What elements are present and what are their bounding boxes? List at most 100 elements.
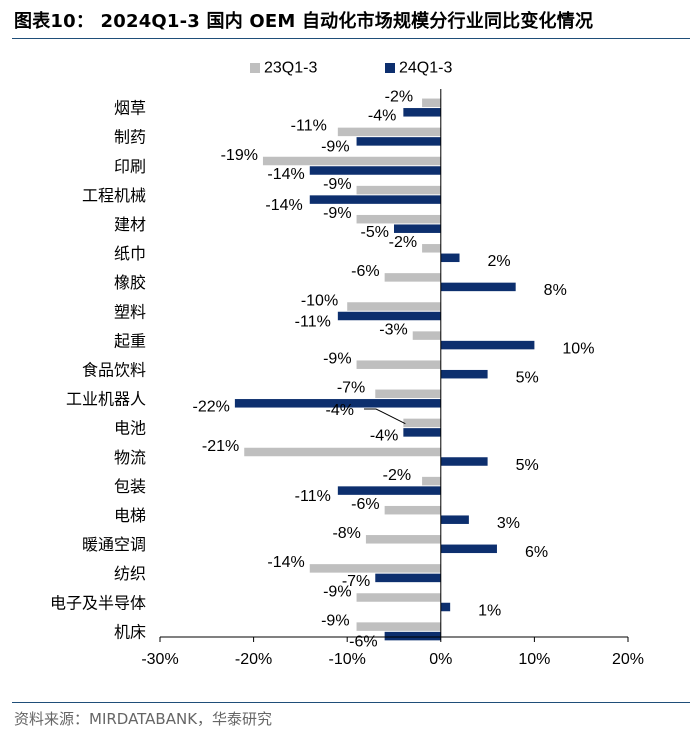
bar-s2-18: [440, 602, 451, 612]
data-label-s1-1: -2%: [385, 89, 413, 106]
bar-s2-5: [394, 224, 441, 233]
data-label-s2-3: -14%: [267, 166, 304, 183]
bar-s2-16: [440, 544, 497, 554]
data-label-s1-6: -2%: [389, 234, 417, 251]
data-label-s2-10: 5%: [516, 369, 539, 386]
data-label-s1-8: -10%: [301, 292, 338, 309]
bar-s2-10: [440, 369, 488, 379]
bar-s1-3: [262, 156, 441, 166]
bar-s2-4: [309, 195, 441, 204]
legend-label-2: 24Q1-3: [399, 60, 452, 77]
data-label-s1-10: -9%: [323, 350, 351, 367]
leader-line: [364, 408, 406, 425]
data-label-s2-19: -6%: [349, 633, 377, 650]
data-label-s2-12: -4%: [370, 428, 398, 445]
data-label-s1-12: -4%: [326, 402, 354, 419]
bar-s2-7: [440, 282, 516, 292]
data-label-s1-3: -19%: [221, 147, 258, 164]
data-label-s1-4: -9%: [323, 176, 351, 193]
data-label-s1-18: -9%: [323, 583, 351, 600]
bar-s1-18: [356, 593, 441, 602]
bar-s2-12: [403, 428, 441, 437]
bar-s1-1: [422, 98, 441, 108]
category-label-18: 电子及半导体: [50, 594, 146, 612]
category-label-7: 橡胶: [114, 274, 146, 292]
x-tick-label-6: 20%: [612, 651, 644, 668]
category-label-9: 起重: [114, 332, 146, 350]
bar-s1-9: [412, 331, 441, 340]
x-tick-label-4: 0%: [429, 651, 452, 668]
data-label-s2-15: 3%: [497, 515, 520, 532]
bar-s1-16: [365, 535, 441, 544]
x-tick-label-5: 10%: [518, 651, 550, 668]
title-divider: [12, 38, 690, 39]
bar-s1-5: [356, 214, 441, 224]
data-label-s1-11: -7%: [337, 380, 365, 397]
bar-s1-4: [356, 185, 441, 195]
x-tick-label-2: -20%: [235, 651, 272, 668]
legend-swatch-1: [250, 63, 260, 73]
category-label-3: 印刷: [114, 158, 146, 176]
data-label-s1-19: -9%: [321, 612, 349, 629]
data-label-s1-9: -3%: [379, 321, 407, 338]
category-label-6: 纸巾: [114, 245, 146, 263]
bar-s1-13: [244, 447, 441, 457]
data-label-s2-6: 2%: [488, 253, 511, 270]
data-label-s2-8: -11%: [295, 313, 331, 330]
bar-s1-10: [356, 360, 441, 369]
bar-s1-19: [356, 622, 441, 631]
chart-title: 图表10： 2024Q1-3 国内 OEM 自动化市场规模分行业同比变化情况: [14, 11, 594, 32]
category-label-15: 电梯: [114, 507, 146, 525]
category-label-11: 工业机器人: [66, 391, 146, 409]
category-label-1: 烟草: [114, 100, 146, 118]
bar-s2-2: [356, 137, 441, 146]
bar-s1-8: [347, 302, 441, 311]
bar-chart: 23Q1-3 24Q1-3 烟草制药印刷工程机械建材纸巾橡胶塑料起重食品饮料工业机…: [50, 60, 644, 669]
data-label-s2-17: -7%: [342, 573, 370, 590]
data-label-s2-14: -11%: [295, 488, 331, 505]
legend-swatch-2: [385, 63, 395, 73]
bar-s2-17: [375, 573, 441, 583]
bar-s2-1: [403, 108, 441, 117]
bar-s2-3: [309, 166, 441, 175]
series-24q1-3-bars: [234, 108, 535, 641]
x-tick-label-3: -10%: [329, 651, 366, 668]
bar-s1-14: [422, 476, 441, 486]
data-label-s2-16: 6%: [525, 544, 548, 561]
category-label-19: 机床: [114, 623, 146, 641]
bar-s1-12: [403, 418, 441, 428]
axes: -30% -20% -10% 0% 10% 20%: [141, 89, 644, 668]
bar-s1-15: [384, 505, 441, 515]
category-label-2: 制药: [114, 129, 146, 147]
bar-s2-14: [337, 486, 441, 495]
bar-s2-15: [440, 515, 469, 524]
bar-s1-6: [422, 244, 441, 253]
data-label-s1-16: -8%: [332, 525, 360, 542]
x-tick-label-1: -30%: [141, 651, 178, 668]
data-label-s2-11: -22%: [193, 399, 230, 416]
legend-label-1: 23Q1-3: [264, 60, 317, 77]
bar-s2-9: [440, 340, 535, 350]
data-label-s1-7: -6%: [351, 263, 379, 280]
data-label-s1-5: -9%: [323, 205, 351, 222]
category-label-4: 工程机械: [82, 187, 146, 205]
data-label-s2-9: 10%: [562, 340, 594, 357]
bar-s2-19: [384, 631, 441, 641]
category-label-12: 电池: [114, 420, 146, 438]
data-label-s2-7: 8%: [544, 282, 567, 299]
category-label-14: 包装: [114, 478, 146, 496]
bar-s1-7: [384, 273, 441, 282]
data-labels: -2%-4%-11%-9%-19%-14%-9%-14% -9%-5%-2%2%-…: [193, 89, 595, 651]
data-label-s1-2: -11%: [291, 118, 327, 135]
bar-s2-11: [234, 399, 441, 408]
category-label-5: 建材: [114, 216, 146, 234]
category-labels: 烟草制药印刷工程机械建材纸巾橡胶塑料起重食品饮料工业机器人电池物流包装电梯暖通空…: [50, 100, 146, 642]
category-label-17: 纺织: [114, 565, 146, 583]
data-label-s2-5: -5%: [361, 224, 389, 241]
bar-s2-8: [337, 311, 441, 321]
bar-s1-2: [337, 127, 441, 137]
series-23q1-3-bars: [244, 98, 441, 631]
category-label-8: 塑料: [114, 303, 146, 321]
bar-s1-11: [375, 389, 441, 399]
bar-s1-17: [309, 564, 441, 573]
